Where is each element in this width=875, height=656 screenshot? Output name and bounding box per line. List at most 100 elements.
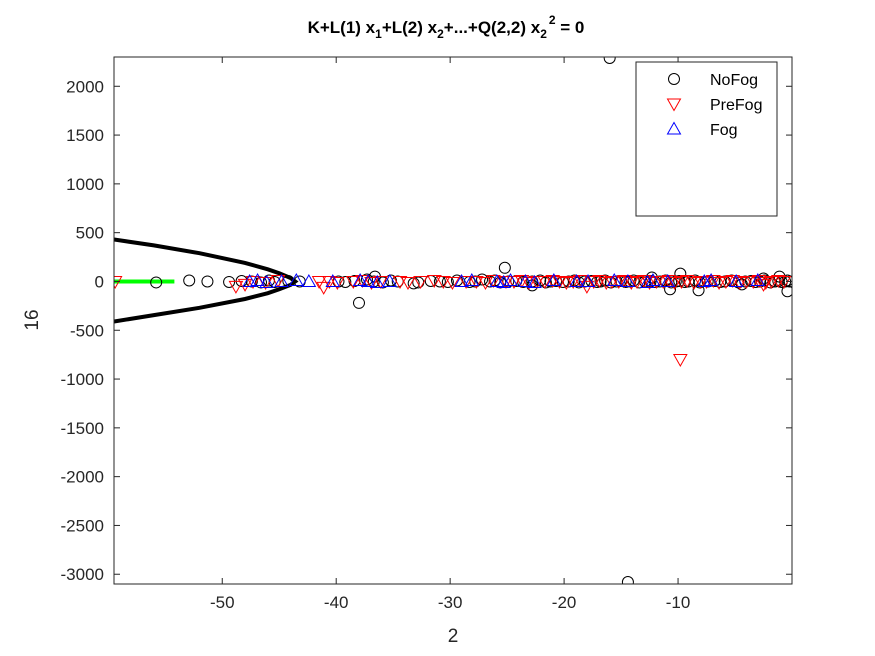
prefog-point (718, 275, 734, 289)
prefog-point (732, 276, 747, 290)
legend-label-fog: Fog (710, 122, 738, 139)
fog-point (580, 273, 596, 287)
x-tick-label: -10 (666, 593, 691, 612)
prefog-point (413, 275, 428, 289)
y-tick-label: -2500 (61, 516, 104, 535)
x-axis-label: 2 (448, 626, 459, 647)
prefog-point (629, 275, 645, 289)
fog-point (274, 273, 289, 287)
prefog-point (770, 274, 786, 289)
nofog-point (781, 285, 792, 298)
nofog-point (183, 274, 196, 287)
axes-frame (113, 56, 793, 585)
y-tick-label: 0 (95, 272, 104, 291)
prefog-point (364, 276, 379, 290)
fog-point (527, 274, 542, 288)
prefog-point (478, 276, 493, 290)
nofog-point (744, 274, 757, 287)
chart-title: K+L(1) x1+L(2) x2+...+Q(2,2) x22 = 0 (308, 13, 585, 41)
legend-box (635, 61, 778, 217)
fog-point (382, 273, 398, 287)
x-tick-label: -50 (210, 593, 235, 612)
fog-point (496, 274, 512, 288)
fog-point (645, 272, 661, 286)
prefog-point (529, 275, 545, 289)
prefog-point (355, 274, 370, 289)
y-tick-label: 1000 (66, 175, 104, 194)
fog-point (489, 273, 505, 287)
prefog-point (498, 275, 514, 289)
prefog-point (114, 275, 123, 289)
prefog-point (699, 275, 714, 289)
prefog-point (270, 274, 286, 289)
prefog-point (521, 276, 537, 290)
legend-marker-nofog (668, 73, 680, 85)
fog-point (259, 274, 275, 288)
x-tick-label: -30 (438, 593, 463, 612)
fog-point (569, 273, 584, 287)
nofog-point (150, 276, 163, 289)
legend-marker-prefog (666, 98, 682, 112)
prefog-point (672, 354, 688, 368)
y-tick-label: -1500 (61, 419, 104, 438)
nofog-point (498, 261, 511, 274)
nofog-point (476, 273, 489, 286)
prefog-point (636, 274, 652, 289)
prefog-point (706, 274, 721, 289)
prefog-point (458, 275, 474, 289)
prefog-point (400, 276, 416, 290)
prefog-point (316, 281, 332, 295)
x-tick-label: -20 (552, 593, 577, 612)
fog-point (242, 273, 257, 287)
nofog-point (339, 275, 352, 288)
nofog-point (360, 273, 373, 286)
prefog-point (592, 274, 607, 289)
y-tick-label: 2000 (66, 77, 104, 96)
legend: NoFog PreFog Fog (635, 61, 778, 217)
fog-point (639, 274, 655, 288)
fog-point (325, 273, 341, 287)
nofog-point (664, 283, 677, 296)
y-tick-label: -500 (70, 321, 104, 340)
fog-point (703, 272, 719, 286)
fog-point (250, 272, 265, 286)
prefog-point (565, 275, 581, 289)
y-tick-label: -3000 (61, 565, 104, 584)
fog-point (464, 272, 480, 286)
fog-point (518, 273, 533, 287)
prefog-point (426, 274, 442, 289)
legend-label-prefog: PreFog (710, 97, 762, 114)
y-tick-label: 1500 (66, 126, 104, 145)
fog-point (620, 273, 636, 287)
prefog-point (345, 275, 361, 289)
fog-point (360, 273, 376, 287)
fog-point (503, 272, 518, 286)
prefog-point (329, 276, 345, 290)
prefog-point (506, 275, 522, 289)
fog-point (288, 272, 304, 286)
y-tick-label: -2000 (61, 468, 104, 487)
fog-point (301, 273, 317, 287)
prefog-point (579, 280, 595, 294)
legend-label-nofog: NoFog (710, 72, 758, 89)
prefog-point (486, 274, 501, 289)
legend-marker-fog (666, 121, 682, 135)
plot-area: -50 -40 -30 -20 -10 2000 1500 1000 500 0 -500 -100… (61, 56, 793, 612)
prefog-point (322, 275, 337, 289)
nofog-point (223, 275, 236, 288)
prefog-point (537, 275, 553, 289)
prefog-point (725, 274, 741, 289)
prefog-point (435, 275, 451, 289)
fog-point (728, 273, 744, 287)
boundary-curve (114, 237, 299, 324)
prefog-point (776, 275, 792, 289)
prefog-point (228, 280, 244, 294)
fog-point (606, 272, 622, 286)
fog-point (660, 273, 676, 287)
prefog-point (237, 278, 253, 292)
nofog-point (201, 275, 214, 288)
prefog-point (661, 274, 677, 289)
nofog-point (603, 57, 616, 64)
prefog-point (559, 276, 574, 290)
